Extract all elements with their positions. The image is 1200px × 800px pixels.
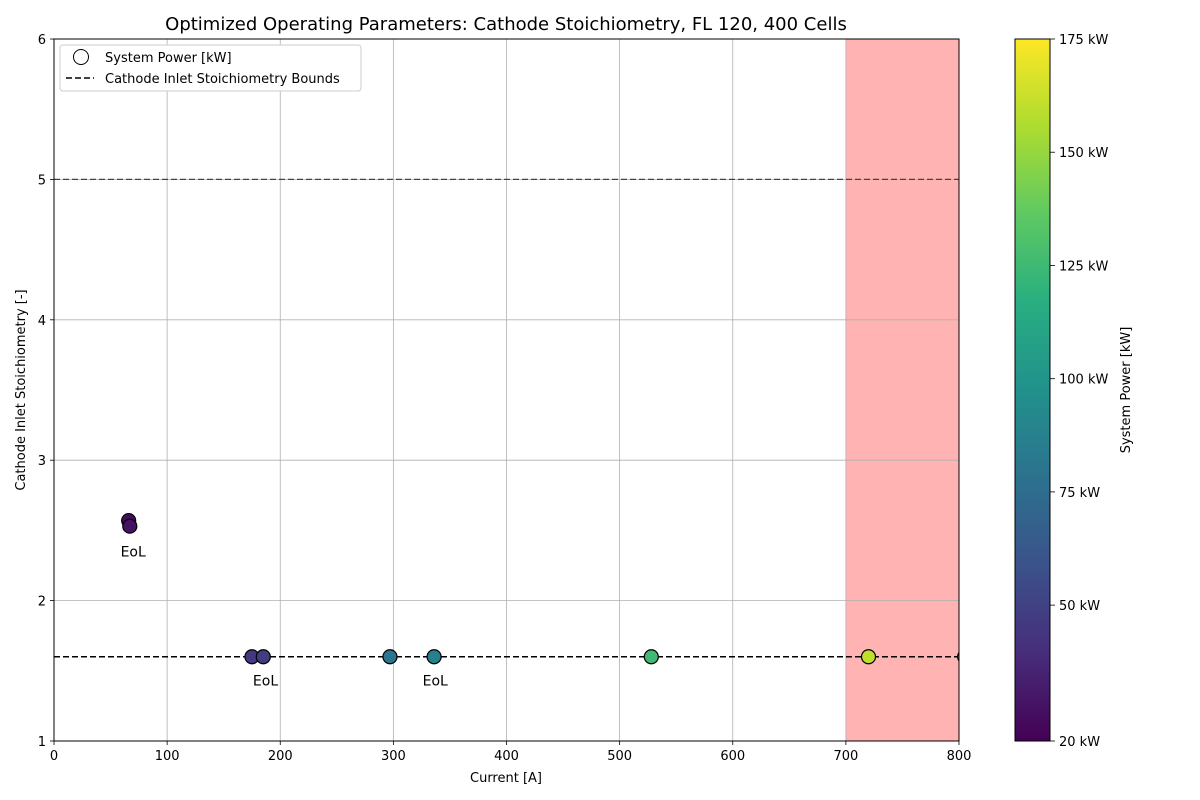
legend-label-bounds: Cathode Inlet Stoichiometry Bounds — [105, 72, 340, 87]
y-tick-label: 6 — [38, 33, 46, 48]
y-axis-ticks: 1 2 3 4 5 6 — [38, 33, 54, 750]
colorbar-tick-label: 150 kW — [1059, 146, 1108, 161]
data-point — [122, 518, 138, 534]
colorbar-label: System Power [kW] — [1119, 327, 1134, 454]
colorbar-tick-label: 125 kW — [1059, 259, 1108, 274]
annotations: EoL EoL EoL — [121, 544, 448, 689]
x-axis-ticks: 0 100 200 300 400 500 600 700 800 — [50, 741, 972, 764]
chart-title: Optimized Operating Parameters: Cathode … — [165, 14, 847, 35]
eol-annotation: EoL — [253, 674, 278, 690]
eol-annotation: EoL — [121, 544, 146, 560]
data-point — [643, 649, 659, 665]
y-tick-label: 2 — [38, 595, 46, 610]
y-tick-label: 3 — [38, 454, 46, 469]
x-tick-label: 0 — [50, 749, 58, 764]
legend-box — [59, 44, 362, 92]
x-tick-label: 700 — [833, 749, 858, 764]
x-tick-label: 600 — [720, 749, 745, 764]
data-point — [957, 651, 959, 662]
x-axis-label: Current [A] — [470, 771, 542, 786]
y-axis-label: Cathode Inlet Stoichiometry [-] — [14, 289, 29, 490]
colorbar-tick-label: 50 kW — [1059, 599, 1100, 614]
colorbar-gradient — [1014, 38, 1051, 742]
grid — [53, 38, 960, 742]
x-tick-label: 800 — [947, 749, 972, 764]
colorbar-ticks: 20 kW 50 kW 75 kW 100 kW 125 kW 150 kW 175 kW — [1050, 33, 1108, 750]
legend-label-power: System Power [kW] — [105, 51, 232, 66]
plot-area: EoL EoL EoL — [53, 38, 960, 742]
y-tick-label: 4 — [38, 314, 46, 329]
x-tick-label: 400 — [494, 749, 519, 764]
eol-annotation: EoL — [423, 674, 448, 690]
data-point — [426, 649, 442, 665]
out-of-range-region — [845, 39, 959, 741]
x-tick-label: 500 — [607, 749, 632, 764]
colorbar-tick-label: 75 kW — [1059, 486, 1100, 501]
legend: System Power [kW] Cathode Inlet Stoichio… — [59, 44, 362, 92]
x-tick-label: 300 — [381, 749, 406, 764]
y-tick-label: 5 — [38, 173, 46, 188]
x-tick-label: 200 — [268, 749, 293, 764]
x-tick-label: 100 — [155, 749, 180, 764]
colorbar-tick-label: 20 kW — [1059, 735, 1100, 750]
colorbar-tick-label: 100 kW — [1059, 373, 1108, 388]
legend-marker-icon — [73, 49, 89, 65]
data-point — [255, 649, 271, 665]
colorbar-tick-label: 175 kW — [1059, 33, 1108, 48]
data-point — [382, 649, 398, 665]
y-tick-label: 1 — [38, 735, 46, 750]
data-point — [860, 649, 877, 665]
data-points — [121, 512, 959, 665]
